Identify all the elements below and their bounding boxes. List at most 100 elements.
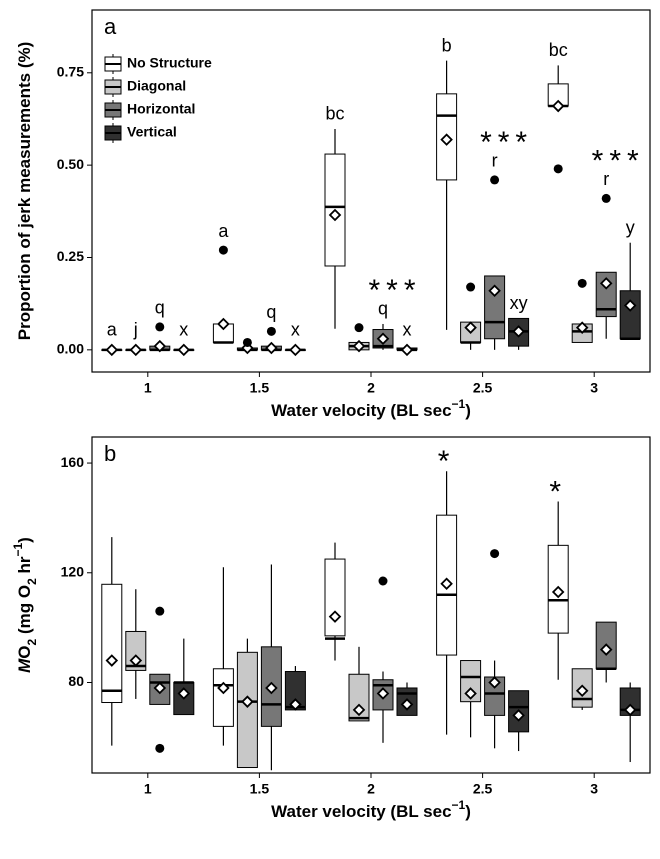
mean-marker (551, 99, 565, 113)
y-tick-label: 160 (61, 454, 85, 470)
y-axis-title-part: −1 (11, 542, 25, 556)
x-axis-title-part: Water velocity (BL sec (271, 401, 451, 420)
y-tick-label: 0.50 (57, 156, 84, 172)
y-tick-label: 0.75 (57, 63, 84, 79)
outlier (490, 175, 500, 185)
y-tick-label: 0.25 (57, 248, 84, 264)
mean-marker (464, 687, 477, 700)
significance-letter: b (442, 35, 452, 55)
x-axis-title-part: −1 (452, 397, 466, 411)
outlier (601, 193, 611, 203)
x-axis-title-part: Water velocity (BL sec (271, 802, 451, 821)
significance-letter: a (107, 320, 118, 340)
legend-label: Diagonal (127, 78, 186, 94)
mean-marker (551, 585, 565, 599)
mean-marker (512, 325, 525, 338)
legend-label: Horizontal (127, 101, 195, 117)
significance-letter: a (218, 221, 229, 241)
significance-stars: *** (368, 274, 421, 307)
significance-letter: x (403, 320, 412, 340)
box (619, 290, 641, 340)
mean-marker (440, 577, 453, 591)
x-tick-label: 1.5 (250, 380, 270, 396)
panel-label: b (104, 441, 116, 466)
outlier (354, 323, 364, 333)
y-axis-title-part: O (15, 645, 34, 658)
significance-letter: bc (549, 40, 568, 60)
y-axis-title-part: M (15, 658, 34, 673)
outlier (242, 337, 252, 347)
x-tick-label: 1 (144, 380, 152, 396)
mean-marker (440, 133, 453, 146)
y-axis-title: MO2 (mg O2 hr−1) (11, 537, 39, 673)
panel: b 80 120 160 MO2 (mg O2 hr−1) Water velocity … (11, 436, 651, 821)
significance-letter: r (603, 169, 609, 189)
y-axis-title-part: (mg O (15, 585, 34, 639)
mean-marker (217, 681, 230, 695)
x-axis-title: Water velocity (BL sec−1) (271, 397, 471, 420)
mean-marker (241, 695, 254, 708)
mean-marker (105, 343, 119, 357)
significance-letter: q (378, 299, 388, 319)
panel: a 0.00 0.25 0.50 0.75 Proportion of jerk meas… (15, 9, 651, 420)
mean-marker (352, 703, 366, 717)
box (460, 660, 482, 703)
mean-marker (376, 332, 390, 346)
significance-letter: q (266, 302, 276, 322)
outlier (155, 606, 165, 616)
mean-marker (575, 684, 589, 697)
box (236, 651, 258, 769)
y-axis-title-part: Proportion of jerk measurements (%) (15, 42, 34, 341)
mean-marker (265, 341, 278, 355)
significance-letter: r (492, 151, 498, 171)
outlier (577, 278, 587, 288)
y-tick-label: 0.00 (57, 341, 84, 357)
mean-marker (464, 321, 477, 334)
x-axis-title: Water velocity (BL sec−1) (271, 798, 471, 821)
x-axis-title-part: ) (465, 802, 471, 821)
box (212, 668, 234, 727)
mean-marker (400, 343, 414, 357)
y-axis-title-part: hr (15, 556, 34, 578)
outlier (378, 576, 388, 586)
mean-marker (129, 343, 143, 357)
y-axis-title: Proportion of jerk measurements (%) (15, 42, 34, 341)
mean-marker (105, 654, 119, 667)
mean-marker (400, 698, 414, 711)
significance-letter: bc (325, 104, 344, 124)
outlier (155, 743, 165, 753)
mean-marker (153, 339, 167, 353)
mean-marker (153, 681, 167, 695)
x-tick-label: 2 (367, 781, 375, 797)
mean-marker (289, 343, 302, 357)
mean-marker (177, 687, 191, 700)
mean-marker (328, 610, 342, 623)
significance-stars: *** (592, 144, 645, 177)
mean-marker (328, 208, 342, 222)
y-tick-label: 80 (68, 673, 84, 689)
y-tick-label: 120 (61, 563, 85, 579)
outlier (490, 549, 500, 559)
x-tick-label: 2.5 (473, 380, 493, 396)
significance-letter: xy (510, 293, 528, 313)
x-tick-label: 1.5 (250, 781, 270, 797)
outlier (553, 164, 563, 174)
box (324, 558, 346, 637)
mean-marker (623, 299, 637, 312)
x-tick-label: 3 (590, 380, 598, 396)
outlier (466, 282, 476, 292)
panel-label: a (104, 14, 117, 39)
significance-letter: j (133, 320, 138, 340)
outlier (266, 326, 276, 336)
mean-marker (376, 687, 390, 700)
outlier (155, 322, 165, 332)
x-tick-label: 3 (590, 781, 598, 797)
mean-marker (488, 676, 501, 689)
mean-marker (488, 284, 501, 298)
x-axis-title-part: −1 (452, 798, 466, 812)
significance-stars: *** (480, 126, 533, 159)
mean-marker (623, 703, 637, 717)
box (101, 583, 123, 704)
significance-letter: x (291, 320, 300, 340)
